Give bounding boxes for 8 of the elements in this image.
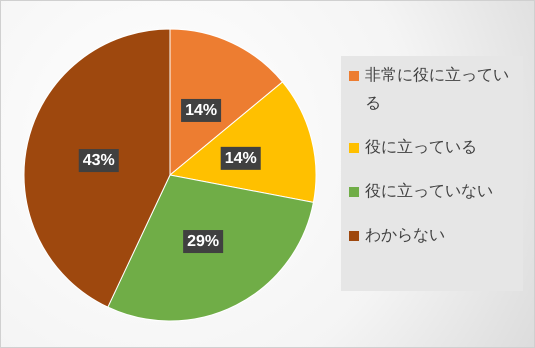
legend-label: 役に立っていない: [365, 182, 493, 202]
data-label: 43%: [82, 152, 115, 170]
legend-label: 役に立っている: [365, 138, 477, 158]
data-label: 14%: [185, 102, 218, 119]
data-label: 29%: [187, 233, 220, 250]
legend-label: わからない: [365, 226, 445, 246]
legend-label: 非常に役に立っている: [365, 66, 510, 114]
data-label: 14%: [224, 150, 257, 167]
